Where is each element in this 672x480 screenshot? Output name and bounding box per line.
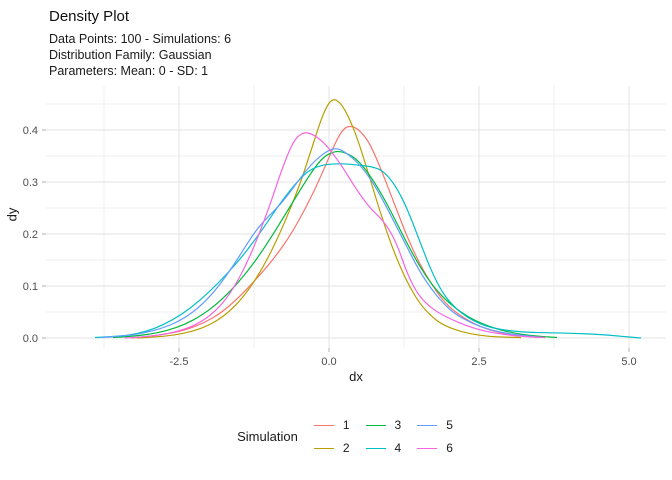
legend-key-line-5 (417, 424, 438, 426)
legend-item-2: 2 (313, 441, 350, 455)
plot-subtitle: Data Points: 100 - Simulations: 6 Distri… (49, 31, 231, 79)
y-tick-label: 0.4 (23, 125, 38, 137)
density-curve-6 (124, 132, 546, 339)
x-tick-label: 2.5 (471, 356, 486, 368)
density-curve-1 (130, 125, 540, 339)
x-tick-label: 0.0 (321, 356, 336, 368)
density-curve-3 (112, 150, 558, 339)
legend-item-4: 4 (365, 441, 402, 455)
density-curve-4 (94, 163, 642, 339)
density-curve-2 (136, 99, 522, 339)
legend-label-2: 2 (342, 441, 350, 455)
legend-label-1: 1 (342, 418, 350, 432)
y-tick-label: 0.1 (23, 281, 38, 293)
density-curve-5 (100, 148, 540, 339)
legend-key-line-4 (365, 447, 386, 449)
y-tick-label: 0.2 (23, 229, 38, 241)
legend-item-1: 1 (313, 418, 350, 432)
subtitle-line-3: Parameters: Mean: 0 - SD: 1 (49, 64, 209, 78)
legend-grid: 1 2 3 4 5 6 (313, 418, 453, 455)
legend-label-4: 4 (394, 441, 402, 455)
subtitle-line-1: Data Points: 100 - Simulations: 6 (49, 32, 232, 46)
plot-svg: -2.5 0.0 2.5 5.0 0.0 0.1 0.2 0.3 0.4 (23, 86, 666, 368)
legend-key-line-2 (313, 447, 334, 449)
y-tick-label: 0.0 (23, 333, 38, 345)
page-title: Density Plot (49, 8, 130, 25)
x-tick-label: -2.5 (170, 356, 189, 368)
legend-label-6: 6 (446, 441, 453, 455)
x-axis-title: dx (349, 369, 363, 384)
legend-item-3: 3 (365, 418, 402, 432)
y-axis-title: dy (4, 207, 20, 222)
x-tick-label: 5.0 (621, 356, 636, 368)
legend-item-6: 6 (417, 441, 453, 455)
legend: Simulation 1 2 3 4 5 6 (0, 418, 672, 455)
legend-key-line-6 (417, 447, 438, 449)
legend-title: Simulation (237, 429, 298, 444)
subtitle-line-2: Distribution Family: Gaussian (49, 48, 212, 62)
legend-key-line-3 (365, 424, 386, 426)
legend-label-5: 5 (446, 418, 453, 432)
legend-item-5: 5 (417, 418, 453, 432)
y-tick-label: 0.3 (23, 177, 38, 189)
legend-label-3: 3 (394, 418, 402, 432)
legend-key-line-1 (313, 424, 334, 426)
